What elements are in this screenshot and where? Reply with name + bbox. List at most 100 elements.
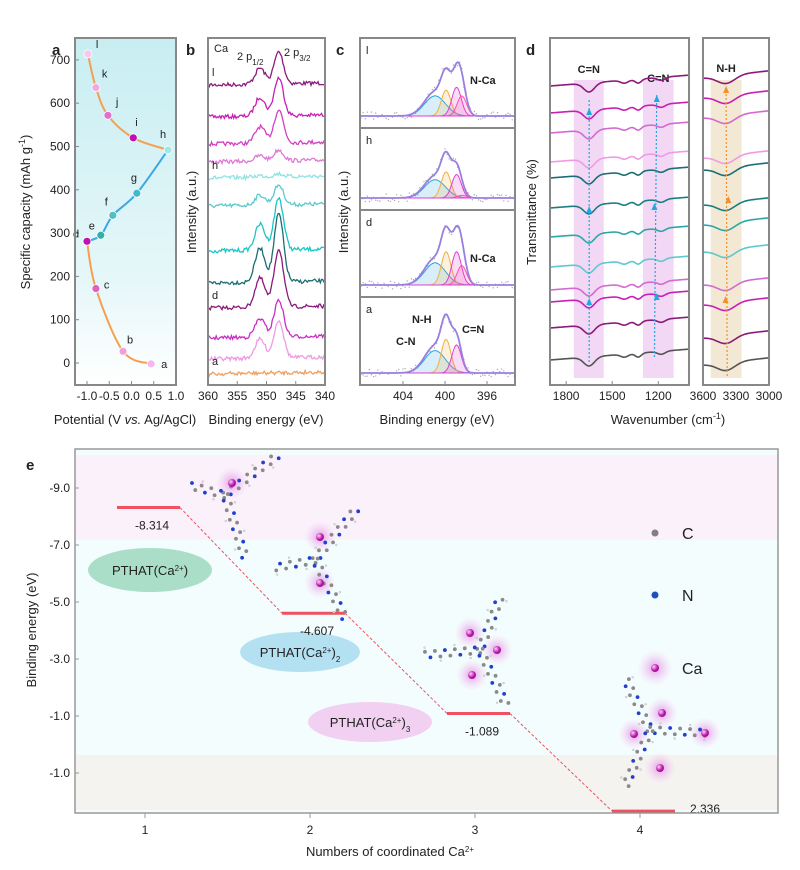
xps-spectrum-d <box>207 249 326 312</box>
panel-a-xtick-label: -0.5 <box>99 389 120 403</box>
raw-data-point <box>484 117 486 119</box>
hydrogen-atom <box>305 567 308 571</box>
point-label-i: i <box>135 117 137 129</box>
panel-e-ylabel: Binding energy (eV) <box>24 573 39 688</box>
raw-data-point <box>366 195 368 197</box>
raw-data-point <box>362 111 364 114</box>
panel-c-ylabel: Intensity (a.u.) <box>336 171 351 253</box>
carbon-atom <box>497 682 502 687</box>
energy-level-label: 2.336 <box>690 802 720 816</box>
raw-data-point <box>368 200 371 203</box>
carbon-atom <box>468 651 473 656</box>
raw-data-point <box>377 200 379 202</box>
panel-a-background <box>75 38 176 385</box>
ftir-spectrum-left <box>549 74 689 93</box>
connector-dashed-line <box>179 507 283 614</box>
shift-guide-line <box>725 89 728 379</box>
ftir-spectrum-right <box>702 110 770 125</box>
panel-a-frame <box>74 37 177 386</box>
molecule-structure <box>190 454 281 560</box>
panel-c-frame <box>359 37 516 386</box>
data-point-h <box>163 145 173 155</box>
raw-data-point <box>393 112 396 114</box>
panel-a-ytick-label: 600 <box>50 96 70 110</box>
fit-envelope <box>361 150 515 199</box>
calcium-atom <box>493 646 501 654</box>
carbon-atom <box>235 520 239 525</box>
carbon-atom <box>227 517 232 522</box>
spectrum-label-d: d <box>212 290 218 302</box>
hydrogen-atom <box>324 564 328 567</box>
raw-data-point <box>368 368 371 371</box>
carbon-atom <box>631 686 636 691</box>
raw-data-point <box>366 286 368 289</box>
raw-data-point <box>383 282 385 285</box>
raw-data-point <box>456 64 459 67</box>
carbon-atom <box>692 733 697 738</box>
raw-data-point <box>400 194 402 197</box>
hydrogen-atom <box>439 659 442 662</box>
raw-data-point <box>505 194 507 197</box>
carbon-atom <box>349 517 354 521</box>
panel-e-ytick-label: -1.0 <box>49 709 70 723</box>
hydrogen-atom <box>469 656 472 660</box>
raw-data-point <box>475 368 478 371</box>
nitrogen-atom <box>342 517 346 522</box>
raw-data-point <box>480 118 482 120</box>
raw-data-point <box>362 374 364 376</box>
nitrogen-atom <box>337 532 342 537</box>
species-label-post: ) <box>331 645 335 660</box>
subpanel-label-l: l <box>366 45 368 57</box>
raw-data-point <box>450 72 452 74</box>
raw-data-point <box>372 282 375 284</box>
carbon-atom <box>245 472 250 477</box>
data-point-c <box>91 284 101 293</box>
species-label-post: ) <box>401 715 405 730</box>
xps-spectrum-2 <box>207 109 326 148</box>
carbon-atom <box>260 468 265 473</box>
legend-marker-N <box>651 591 659 599</box>
legend-marker-C <box>651 529 659 537</box>
carbon-atom <box>335 608 340 613</box>
carbon-atom <box>237 546 241 551</box>
ftir-spectrum-left <box>549 166 689 185</box>
raw-data-point <box>387 118 389 120</box>
point-label-j: j <box>115 96 118 108</box>
carbon-atom <box>486 635 491 639</box>
panel-a-ylabel: Specific capacity (mAh g-1) <box>17 135 33 290</box>
carbon-atom <box>317 548 321 553</box>
nitrogen-atom <box>642 747 647 752</box>
raw-data-point <box>475 282 478 284</box>
raw-data-point <box>412 279 415 281</box>
panel-d-right-frame <box>702 37 770 386</box>
panel-d-ylabel: Transmittance (%) <box>524 159 539 265</box>
panel-c-xtick-label: 400 <box>435 389 455 403</box>
legend-marker-Ca <box>651 664 659 672</box>
carbon-atom <box>348 509 353 514</box>
raw-data-point <box>398 282 400 285</box>
carbon-atom <box>334 592 338 597</box>
raw-data-point <box>396 285 398 288</box>
raw-data-point <box>494 373 497 376</box>
carbon-atom <box>324 548 329 553</box>
raw-data-point <box>375 199 377 201</box>
panel-d-left-xtick-label: 1200 <box>645 389 672 403</box>
raw-data-point <box>368 280 371 282</box>
hydrogen-atom <box>638 722 641 726</box>
carbon-atom <box>623 777 628 782</box>
raw-data-point <box>452 330 455 333</box>
raw-data-point <box>402 368 404 370</box>
raw-data-point <box>372 118 375 120</box>
species-ellipse <box>240 632 360 672</box>
calcium-atom <box>701 729 709 737</box>
nitrogen-atom <box>240 555 245 560</box>
carbon-atom <box>238 530 243 535</box>
hydrogen-atom <box>659 722 662 725</box>
carbon-atom <box>224 508 229 513</box>
raw-data-point <box>377 369 379 371</box>
panel-e-band-top <box>75 455 778 540</box>
raw-data-point <box>396 112 398 114</box>
calcium-atom <box>228 479 236 487</box>
data-point-e <box>96 230 106 240</box>
carbon-atom <box>628 693 632 698</box>
